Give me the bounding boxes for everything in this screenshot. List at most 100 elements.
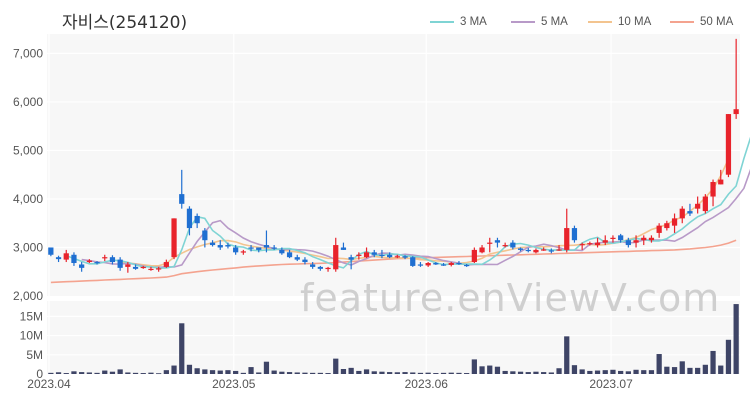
volume-bar bbox=[594, 370, 601, 374]
candle-body bbox=[425, 263, 431, 266]
candle-body bbox=[394, 256, 400, 258]
volume-bar bbox=[579, 369, 585, 374]
candle-body bbox=[433, 263, 439, 265]
volume-bar bbox=[132, 372, 139, 374]
volume-bar bbox=[525, 372, 531, 374]
volume-bar bbox=[671, 367, 678, 374]
candle-body bbox=[125, 264, 131, 267]
candle-body bbox=[618, 235, 624, 241]
candle-body bbox=[163, 262, 169, 267]
candle-body bbox=[641, 237, 647, 241]
volume-bar bbox=[487, 365, 493, 374]
volume-bar bbox=[86, 372, 92, 374]
price-tick-label: 2,000 bbox=[13, 289, 43, 303]
legend-item-ma50: 50 MA bbox=[670, 16, 733, 28]
candle-body bbox=[302, 259, 308, 263]
volume-bar bbox=[271, 370, 277, 374]
candle-body bbox=[625, 240, 631, 246]
volume-bar bbox=[302, 372, 308, 374]
candle-body bbox=[363, 252, 370, 258]
volume-bar bbox=[610, 369, 616, 374]
volume-bar bbox=[263, 361, 270, 374]
candle-body bbox=[502, 245, 508, 247]
volume-bar bbox=[725, 339, 732, 374]
volume-bar bbox=[379, 371, 385, 374]
candle-body bbox=[140, 266, 146, 269]
chart-title: 자비스(254120) bbox=[62, 13, 188, 33]
candle-body bbox=[186, 208, 193, 229]
volume-bar bbox=[479, 366, 485, 374]
candle-body bbox=[456, 263, 462, 265]
candle-body bbox=[333, 245, 339, 270]
candle-body bbox=[702, 196, 708, 212]
candle-body bbox=[271, 247, 277, 249]
candle-body bbox=[387, 254, 393, 258]
candle-body bbox=[348, 257, 354, 260]
volume-bar bbox=[718, 365, 724, 374]
candle-body bbox=[279, 249, 285, 254]
candle-body bbox=[379, 254, 385, 256]
price-tick-label: 3,000 bbox=[13, 240, 43, 254]
volume-bar bbox=[448, 372, 454, 374]
x-tick-label: 2023.04 bbox=[27, 377, 71, 391]
volume-panel bbox=[47, 301, 740, 374]
candle-body bbox=[94, 262, 100, 264]
price-tick-label: 7,000 bbox=[13, 46, 43, 60]
candle-body bbox=[179, 194, 185, 204]
candle-body bbox=[233, 247, 239, 253]
candle-body bbox=[209, 242, 216, 246]
candle-body bbox=[548, 250, 554, 252]
legend-label-ma5: 5 MA bbox=[541, 16, 568, 28]
candle-body bbox=[356, 254, 362, 256]
volume-bar bbox=[710, 350, 716, 374]
legend-item-ma5: 5 MA bbox=[511, 16, 568, 28]
volume-bar bbox=[602, 370, 608, 374]
candle-body bbox=[310, 264, 316, 267]
volume-bar bbox=[425, 372, 431, 374]
candle-body bbox=[156, 268, 162, 270]
volume-bar bbox=[63, 373, 69, 374]
volume-tick-label: 15M bbox=[20, 309, 43, 323]
candle-body bbox=[317, 266, 323, 269]
candle-body bbox=[571, 228, 578, 241]
candle-body bbox=[671, 218, 678, 226]
candle-body bbox=[533, 249, 539, 253]
volume-bar bbox=[464, 373, 470, 374]
ma-line-50ma bbox=[50, 239, 737, 284]
volume-bar bbox=[656, 354, 662, 374]
volume-bar bbox=[417, 372, 424, 374]
candle-body bbox=[579, 244, 585, 246]
volume-bar bbox=[140, 373, 146, 374]
candle-body bbox=[340, 247, 347, 250]
legend-swatch-ma5 bbox=[511, 21, 535, 23]
candle-body bbox=[263, 245, 270, 248]
candle-body bbox=[410, 257, 416, 266]
price-tick-label: 4,000 bbox=[13, 192, 43, 206]
volume-bar bbox=[541, 372, 547, 374]
candle-body bbox=[63, 253, 69, 260]
volume-bar bbox=[502, 370, 508, 374]
volume-bar bbox=[279, 371, 285, 374]
volume-bar bbox=[79, 372, 85, 374]
candle-body bbox=[402, 256, 408, 258]
volume-bar bbox=[202, 369, 208, 374]
candle-body bbox=[494, 240, 501, 243]
volume-bar bbox=[233, 370, 239, 374]
candle-body bbox=[525, 249, 531, 252]
candle-body bbox=[132, 266, 139, 269]
volume-bar bbox=[71, 371, 77, 374]
volume-bar bbox=[410, 372, 416, 374]
volume-bar bbox=[618, 370, 624, 374]
candle-body bbox=[202, 230, 208, 241]
candle-body bbox=[656, 225, 662, 233]
volume-bar bbox=[225, 370, 231, 374]
volume-bar bbox=[171, 365, 177, 374]
volume-bar bbox=[363, 369, 370, 374]
candle-body bbox=[117, 259, 123, 268]
volume-bar bbox=[325, 373, 331, 374]
candle-body bbox=[695, 203, 701, 209]
volume-bar bbox=[556, 368, 562, 374]
price-tick-label: 5,000 bbox=[13, 143, 43, 157]
candle-body bbox=[371, 252, 377, 255]
